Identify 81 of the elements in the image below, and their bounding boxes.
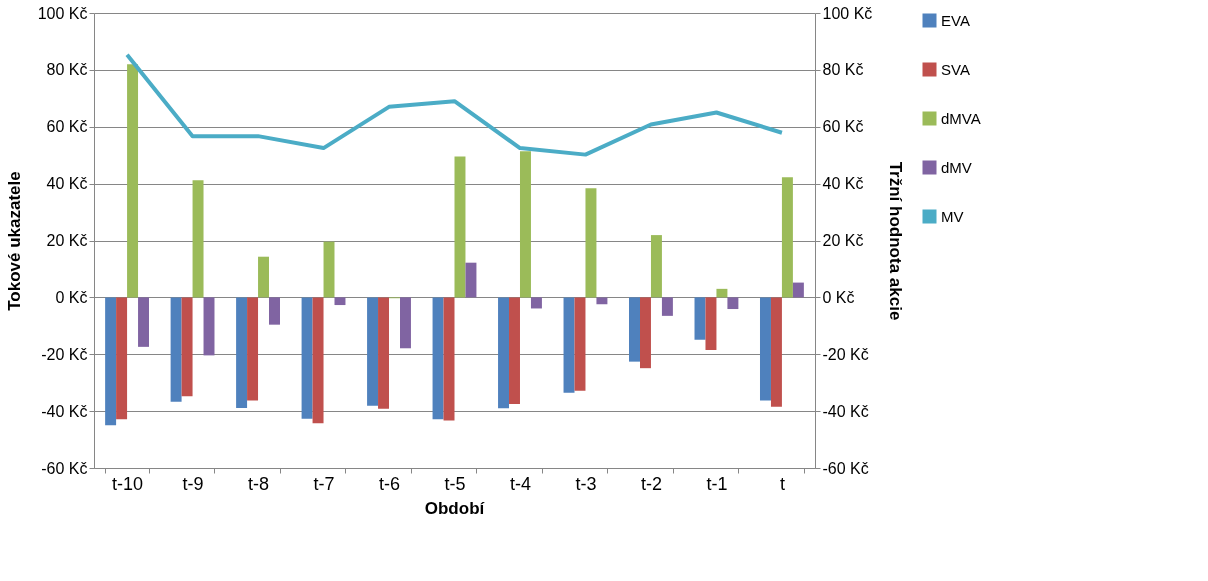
- bar: [334, 297, 346, 306]
- y-tick-label: -20 Kč: [41, 345, 88, 363]
- y2-tick-label: 40 Kč: [822, 175, 864, 193]
- bar: [432, 297, 444, 420]
- bar: [639, 297, 651, 369]
- y-axis-title: Tokové ukazatele: [4, 171, 24, 311]
- bar: [716, 288, 728, 298]
- bar: [650, 235, 662, 298]
- y-tick-label: 40 Kč: [46, 175, 88, 193]
- bar: [563, 297, 575, 393]
- bar: [138, 297, 150, 347]
- x-tick-label: t-4: [509, 473, 531, 494]
- y2-tick-label: 80 Kč: [822, 61, 864, 79]
- y2-tick-label: 100 Kč: [822, 4, 873, 22]
- y2-tick-label: 0 Kč: [822, 288, 855, 306]
- bar: [498, 297, 510, 409]
- x-tick-label: t-1: [706, 473, 728, 494]
- bar: [519, 151, 531, 298]
- x-tick-label: t-3: [575, 473, 597, 494]
- x-tick-label: t-6: [379, 473, 401, 494]
- bar: [694, 297, 706, 340]
- bar: [759, 297, 771, 401]
- x-tick-label: t-10: [112, 473, 144, 494]
- y2-tick-label: 20 Kč: [822, 232, 864, 249]
- bar: [792, 282, 804, 298]
- bar: [596, 297, 608, 305]
- x-tick-label: t-7: [313, 473, 335, 494]
- y-tick-label: 100 Kč: [37, 4, 88, 22]
- y-tick-label: 0 Kč: [55, 288, 88, 306]
- bar: [127, 64, 139, 298]
- bar: [247, 297, 259, 401]
- legend-label: MV: [941, 207, 964, 225]
- bar: [323, 241, 335, 298]
- bar: [509, 297, 520, 405]
- y2-tick-label: -20 Kč: [822, 345, 869, 363]
- bar: [629, 297, 640, 362]
- line-series: [125, 52, 784, 157]
- bar: [312, 297, 324, 424]
- bar: [170, 297, 182, 402]
- x-tick-label: t-2: [640, 473, 662, 494]
- bar: [367, 297, 379, 406]
- x-tick-label: t-9: [182, 473, 204, 494]
- y-tick-label: 60 Kč: [46, 118, 88, 136]
- x-tick-label: t-5: [444, 473, 466, 494]
- bar: [378, 297, 390, 409]
- bar: [781, 177, 793, 298]
- y2-tick-label: 60 Kč: [822, 118, 864, 136]
- x-tick-label: t-8: [248, 473, 270, 494]
- y2-tick-label: -40 Kč: [822, 402, 869, 420]
- legend-label: dMVA: [941, 109, 981, 127]
- bar: [192, 180, 204, 298]
- bar: [530, 297, 542, 309]
- bar: [203, 297, 215, 356]
- bar: [705, 297, 717, 350]
- y2-axis-title: Tržní hodnota akcie: [886, 161, 906, 321]
- x-axis-title: Období: [424, 499, 486, 518]
- bar: [770, 297, 782, 407]
- bar: [258, 256, 270, 298]
- bar: [181, 297, 193, 397]
- legend-label: dMV: [941, 158, 972, 176]
- y-tick-label: -40 Kč: [41, 402, 88, 420]
- legend-label: SVA: [941, 60, 970, 78]
- bar: [105, 297, 117, 426]
- y-tick-label: 20 Kč: [46, 232, 88, 249]
- bar: [443, 297, 455, 421]
- y-tick-label: 80 Kč: [46, 61, 88, 79]
- bar: [727, 297, 739, 310]
- y-tick-label: -60 Kč: [41, 459, 88, 477]
- bar: [236, 297, 248, 408]
- bar: [574, 297, 586, 391]
- legend-label: EVA: [941, 11, 970, 29]
- bar: [661, 297, 673, 316]
- bar: [585, 188, 597, 298]
- bar: [269, 297, 280, 325]
- x-tick-label: t: [779, 473, 785, 494]
- y2-tick-label: -60 Kč: [822, 459, 869, 477]
- bar: [465, 262, 477, 298]
- bar: [301, 297, 313, 419]
- bar: [116, 297, 128, 420]
- bar: [454, 156, 466, 298]
- bar: [399, 297, 411, 349]
